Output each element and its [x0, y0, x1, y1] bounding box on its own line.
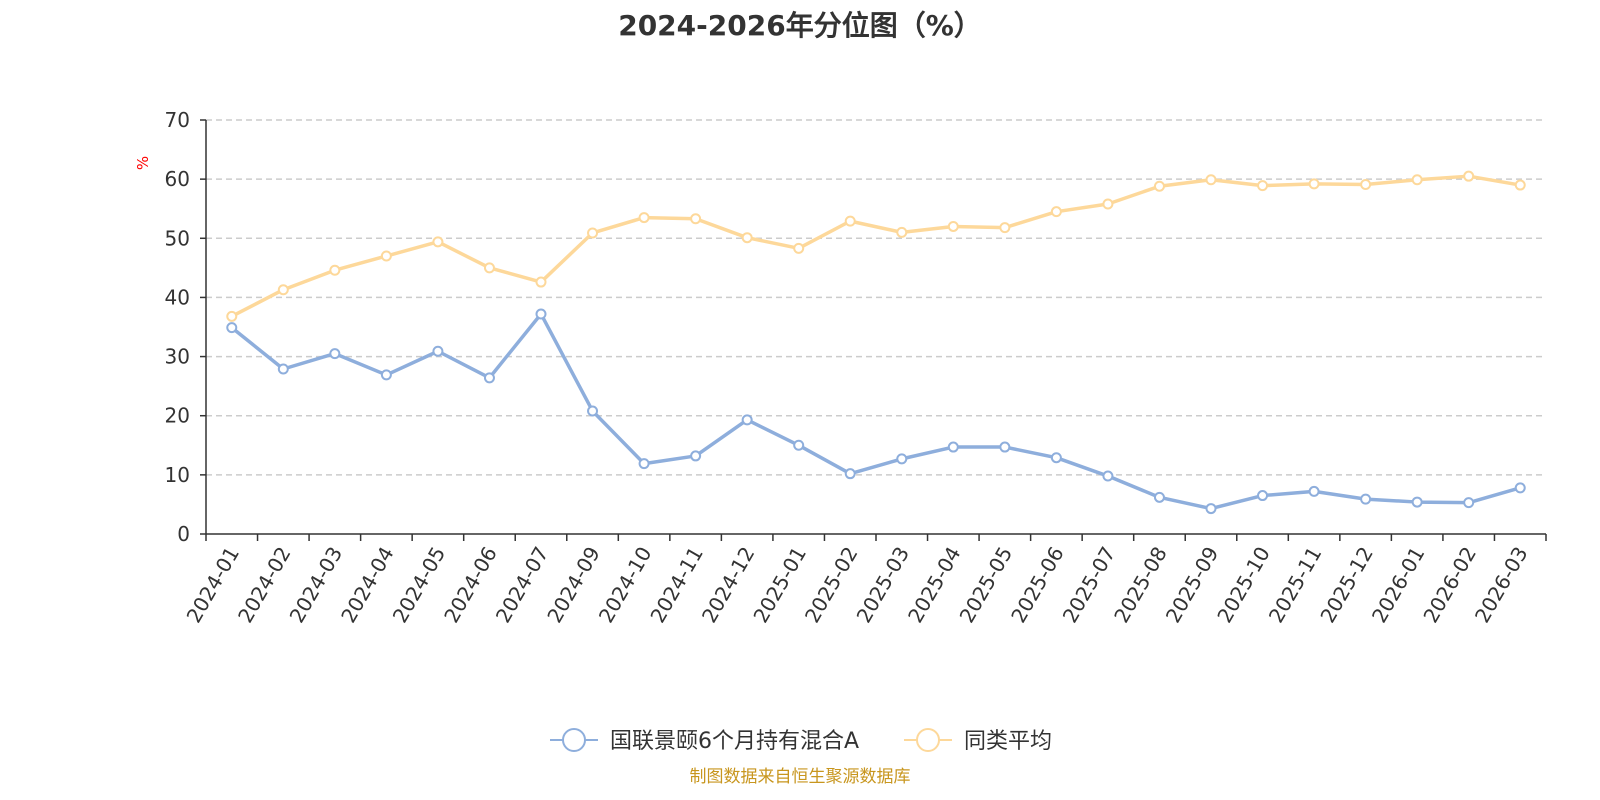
data-point [1205, 503, 1217, 515]
data-point [947, 441, 959, 453]
data-point [1102, 470, 1114, 482]
data-point [1153, 180, 1165, 192]
data-point [1153, 491, 1165, 503]
data-point [277, 363, 289, 375]
data-point [1050, 206, 1062, 218]
legend-label-1: 国联景颐6个月持有混合A [610, 729, 859, 754]
data-point [1050, 452, 1062, 464]
data-point [1514, 482, 1526, 494]
data-point [277, 284, 289, 296]
data-point [896, 453, 908, 465]
data-point [432, 345, 444, 357]
data-point [380, 250, 392, 262]
data-point [1205, 174, 1217, 186]
data-point [1308, 178, 1320, 190]
y-tick-label: 20 [165, 404, 190, 428]
data-point [329, 348, 341, 360]
data-point [1360, 178, 1372, 190]
y-tick-label: 10 [165, 463, 190, 487]
data-point [741, 232, 753, 244]
legend-marker-2 [916, 728, 940, 752]
data-point [1360, 493, 1372, 505]
data-point [1102, 198, 1114, 210]
data-point [1257, 490, 1269, 502]
source-note: 制图数据来自恒生聚源数据库 [689, 767, 911, 787]
y-tick-label: 30 [165, 345, 190, 369]
y-tick-label: 0 [177, 522, 190, 546]
legend-label-2: 同类平均 [964, 729, 1052, 754]
data-point [947, 220, 959, 232]
data-point [793, 242, 805, 254]
data-point [1411, 174, 1423, 186]
data-point [793, 439, 805, 451]
data-point [1463, 170, 1475, 182]
data-point [638, 212, 650, 224]
data-point [483, 262, 495, 274]
data-point [844, 468, 856, 480]
y-axis-label: % [134, 156, 152, 170]
chart-title: 2024-2026年分位图（%） [618, 9, 982, 42]
data-point [1257, 180, 1269, 192]
y-tick-label: 70 [165, 108, 190, 132]
data-point [690, 213, 702, 225]
data-point [535, 276, 547, 288]
data-point [329, 264, 341, 276]
data-point [690, 450, 702, 462]
data-point [587, 227, 599, 239]
data-point [380, 369, 392, 381]
data-point [638, 458, 650, 470]
data-point [999, 222, 1011, 234]
data-point [1411, 496, 1423, 508]
data-point [1514, 179, 1526, 191]
series-line-1 [230, 312, 1521, 511]
data-point [896, 226, 908, 238]
data-point [226, 310, 238, 322]
data-point [741, 414, 753, 426]
data-point [1308, 485, 1320, 497]
data-point [587, 405, 599, 417]
data-point [535, 308, 547, 320]
series-line-2 [230, 174, 1521, 318]
data-point [432, 236, 444, 248]
data-point [1463, 497, 1475, 509]
y-tick-label: 50 [165, 226, 190, 250]
data-point [226, 322, 238, 334]
y-tick-label: 60 [165, 167, 190, 191]
data-point [844, 215, 856, 227]
legend-marker-1 [562, 728, 586, 752]
data-point [483, 372, 495, 384]
data-point [999, 441, 1011, 453]
y-tick-label: 40 [165, 285, 190, 309]
